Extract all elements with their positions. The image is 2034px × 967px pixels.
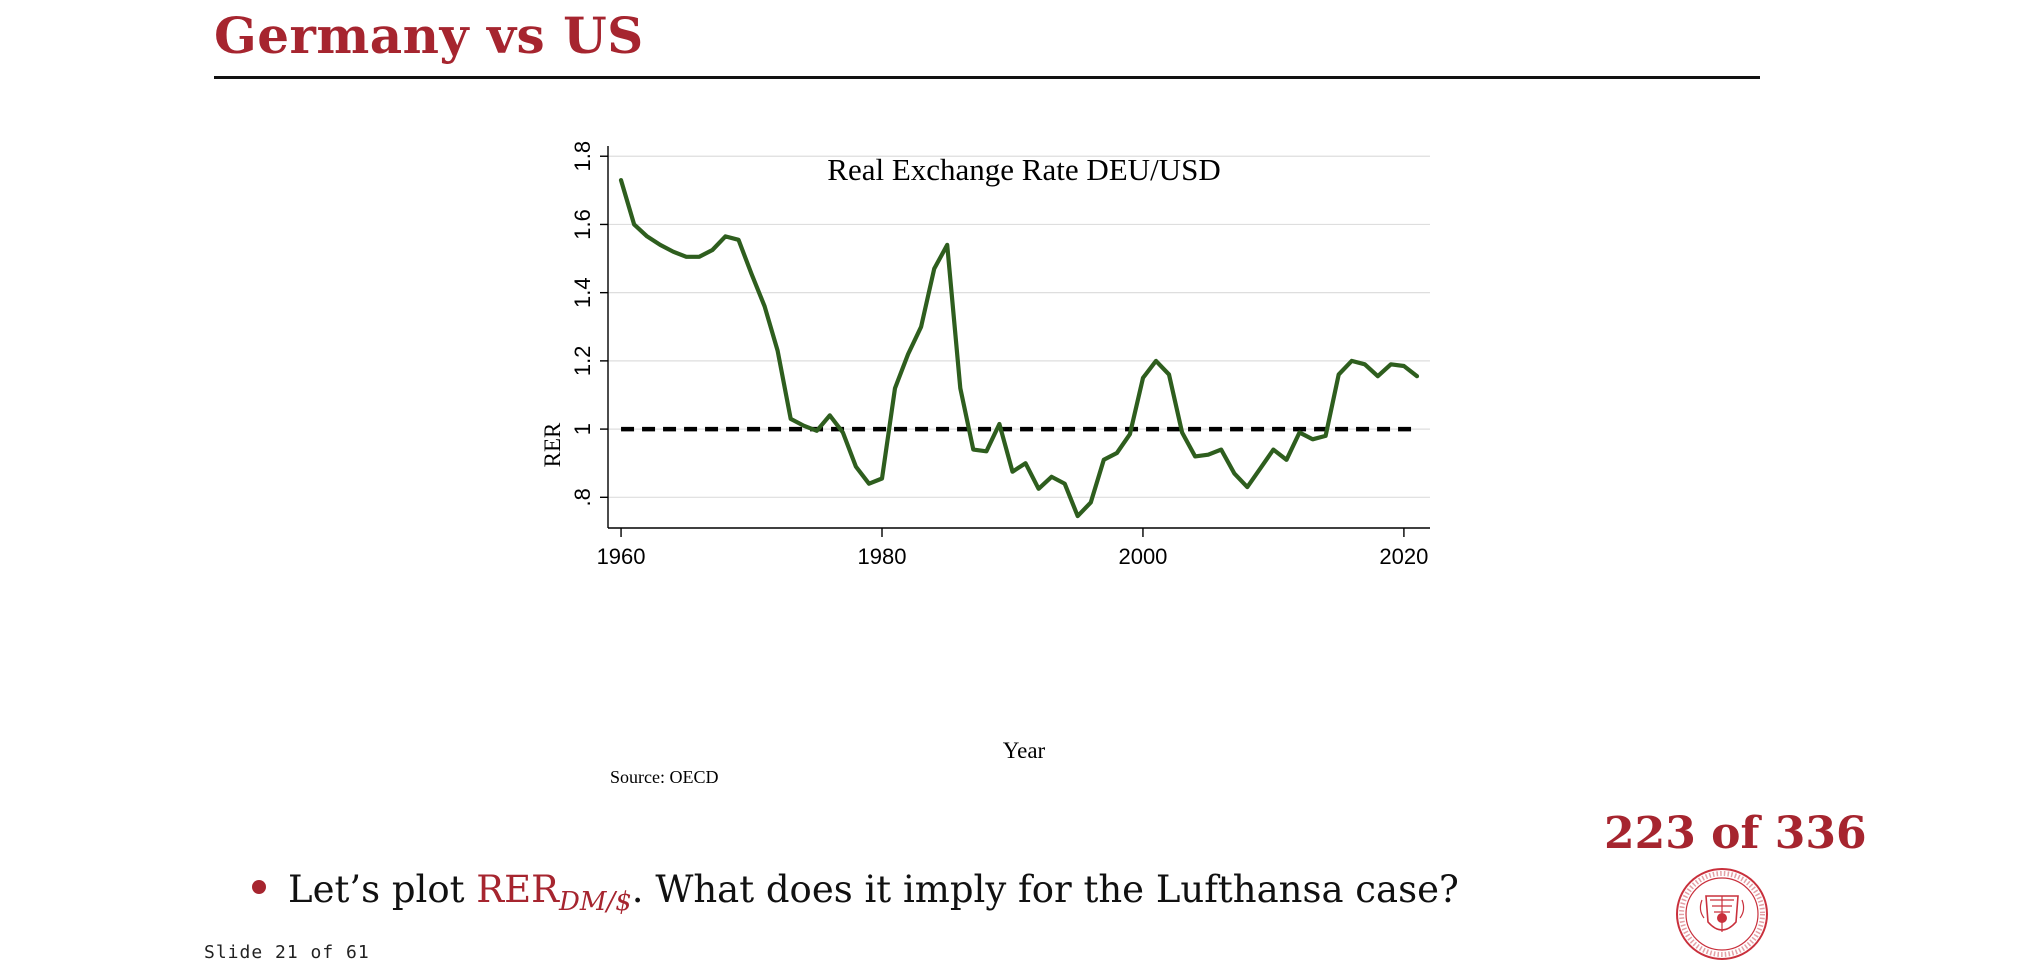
chart-title: Real Exchange Rate DEU/USD xyxy=(827,152,1220,187)
y-tick-label: 1.2 xyxy=(570,346,595,377)
rer-series-line xyxy=(618,177,1420,519)
y-axis-label: RER xyxy=(540,422,565,467)
y-tick-label: 1.6 xyxy=(570,209,595,240)
y-tick-label: 1.4 xyxy=(570,277,595,308)
slide-number: Slide 21 of 61 xyxy=(204,942,370,963)
chart-text-layer: Real Exchange Rate DEU/USD Year RER Sour… xyxy=(540,141,1428,787)
slide-title: Germany vs US xyxy=(214,6,644,65)
bullet-dot-icon xyxy=(252,880,266,894)
chart-svg: Real Exchange Rate DEU/USD Year RER Sour… xyxy=(540,141,1430,787)
rer-chart: Real Exchange Rate DEU/USD Year RER Sour… xyxy=(520,140,1460,800)
x-tick-label: 1980 xyxy=(858,544,907,569)
axes-layer xyxy=(600,146,1430,537)
y-tick-label: 1.8 xyxy=(570,141,595,172)
series-layer xyxy=(618,177,1420,519)
x-tick-label: 2000 xyxy=(1118,544,1167,569)
x-axis-label: Year xyxy=(1003,738,1046,763)
rer-symbol-main: RER xyxy=(476,868,560,911)
x-tick-label: 1960 xyxy=(597,544,646,569)
source-note: Source: OECD xyxy=(610,767,718,787)
bullet-suffix: . What does it imply for the Lufthansa c… xyxy=(631,868,1459,911)
cmu-seal-icon xyxy=(1672,866,1772,962)
bullet-point: Let’s plot RERDM/$. What does it imply f… xyxy=(252,868,1459,917)
x-tick-label: 2020 xyxy=(1379,544,1428,569)
rer-symbol-subscript: DM/$ xyxy=(559,887,632,917)
y-tick-label: 1 xyxy=(570,423,595,435)
rer-symbol: RERDM/$ xyxy=(476,868,632,917)
bullet-prefix: Let’s plot xyxy=(288,868,477,911)
grid-layer xyxy=(608,155,1430,498)
title-divider xyxy=(214,76,1760,79)
page-counter: 223 of 336 xyxy=(1604,808,1867,859)
y-tick-label: .8 xyxy=(570,488,595,506)
